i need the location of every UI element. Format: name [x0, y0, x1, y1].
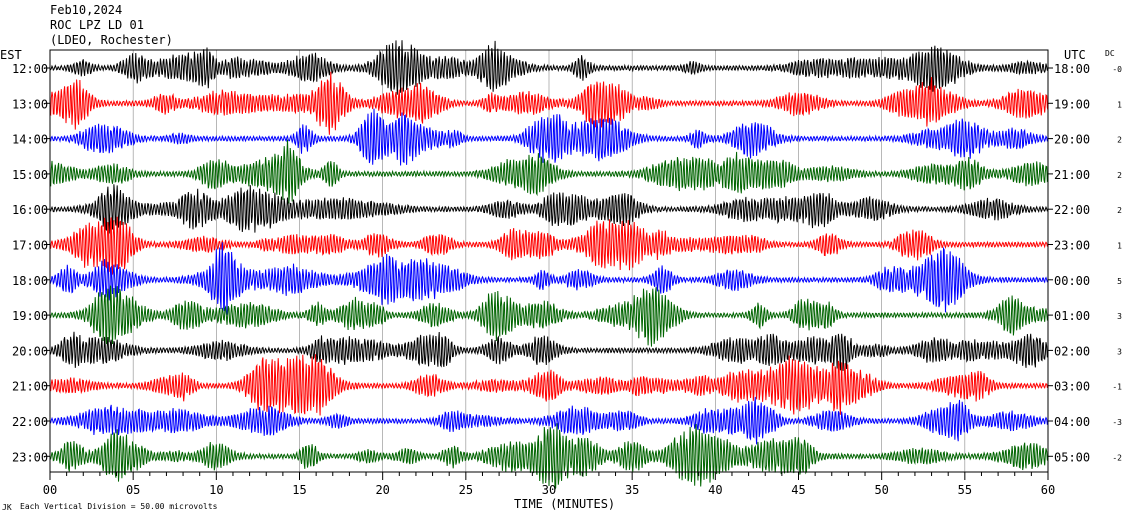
trace-2200 [49, 396, 1049, 445]
dc-offset-value: 1 [1117, 242, 1122, 251]
scale-note: Each Vertical Division = 50.00 microvolt… [20, 502, 218, 511]
x-tick-label: 15 [292, 483, 306, 497]
est-hour-label: 16:00 [12, 203, 48, 217]
trace-1400 [49, 108, 1049, 166]
x-tick-label: 10 [209, 483, 223, 497]
x-tick-label: 35 [625, 483, 639, 497]
chart-date: Feb10,2024 [50, 3, 123, 17]
utc-hour-label: 21:00 [1054, 168, 1090, 182]
trace-1800 [49, 242, 1049, 315]
est-hour-label: 21:00 [12, 380, 48, 394]
x-tick-label: 55 [958, 483, 972, 497]
est-hour-label: 18:00 [12, 274, 48, 288]
trace-2000 [49, 331, 1049, 371]
utc-hour-label: 23:00 [1054, 239, 1090, 253]
x-tick-label: 45 [791, 483, 805, 497]
utc-hour-label: 01:00 [1054, 309, 1090, 323]
utc-hour-label: 04:00 [1054, 415, 1090, 429]
dc-offset-value: -3 [1112, 418, 1122, 427]
dc-offset-value: 2 [1117, 136, 1122, 145]
trace-1700 [49, 216, 1049, 275]
trace-group [49, 40, 1049, 491]
trace-1600 [49, 184, 1049, 234]
trace-1900 [49, 285, 1049, 347]
x-tick-label: 20 [375, 483, 389, 497]
utc-hour-label: 22:00 [1054, 203, 1090, 217]
dc-column-label: DC [1105, 49, 1115, 58]
utc-hour-label: 03:00 [1054, 380, 1090, 394]
x-tick-label: 30 [542, 483, 556, 497]
dc-offset-value: 2 [1117, 206, 1122, 215]
x-tick-label: 40 [708, 483, 722, 497]
network-name: (LDEO, Rochester) [50, 33, 173, 47]
x-tick-label: 50 [874, 483, 888, 497]
x-tick-label: 05 [126, 483, 140, 497]
est-axis-label: EST [0, 48, 22, 62]
dc-offset-value: 3 [1117, 312, 1122, 321]
utc-hour-label: 18:00 [1054, 62, 1090, 76]
dc-offset-value: 1 [1117, 100, 1122, 109]
est-hour-label: 12:00 [12, 62, 48, 76]
dc-offset-value: -1 [1112, 383, 1122, 392]
trace-2100 [49, 354, 1049, 416]
est-hour-label: 17:00 [12, 239, 48, 253]
scale-mark: JK [2, 503, 12, 512]
trace-1500 [49, 139, 1049, 204]
utc-hour-label: 00:00 [1054, 274, 1090, 288]
station-name: ROC LPZ LD 01 [50, 18, 144, 32]
est-hour-label: 13:00 [12, 97, 48, 111]
trace-1300 [49, 71, 1049, 135]
utc-hour-label: 02:00 [1054, 344, 1090, 358]
utc-hour-label: 05:00 [1054, 450, 1090, 464]
utc-hour-label: 20:00 [1054, 133, 1090, 147]
dc-offset-value: 3 [1117, 347, 1122, 356]
dc-offset-value: 2 [1117, 171, 1122, 180]
x-tick-label: 25 [459, 483, 473, 497]
est-hour-label: 23:00 [12, 450, 48, 464]
x-tick-label: 00 [43, 483, 57, 497]
est-hour-label: 22:00 [12, 415, 48, 429]
x-axis-label: TIME (MINUTES) [514, 497, 615, 511]
utc-hour-label: 19:00 [1054, 97, 1090, 111]
x-tick-label: 60 [1041, 483, 1055, 497]
row-labels: 12:00 18:00 -0 13:00 19:00 1 14:00 20:00 2 15:00 2… [12, 62, 1122, 464]
est-hour-label: 20:00 [12, 344, 48, 358]
utc-axis-label: UTC [1064, 48, 1086, 62]
x-axis-ticks: 00 05 10 15 20 25 30 35 40 45 50 55 60 [43, 472, 1055, 497]
est-hour-label: 19:00 [12, 309, 48, 323]
est-hour-label: 15:00 [12, 168, 48, 182]
trace-2300 [49, 423, 1049, 491]
dc-offset-value: -0 [1112, 65, 1122, 74]
dc-offset-value: -2 [1112, 453, 1122, 462]
dc-offset-value: 5 [1117, 277, 1122, 286]
est-hour-label: 14:00 [12, 133, 48, 147]
trace-1200 [49, 40, 1049, 95]
